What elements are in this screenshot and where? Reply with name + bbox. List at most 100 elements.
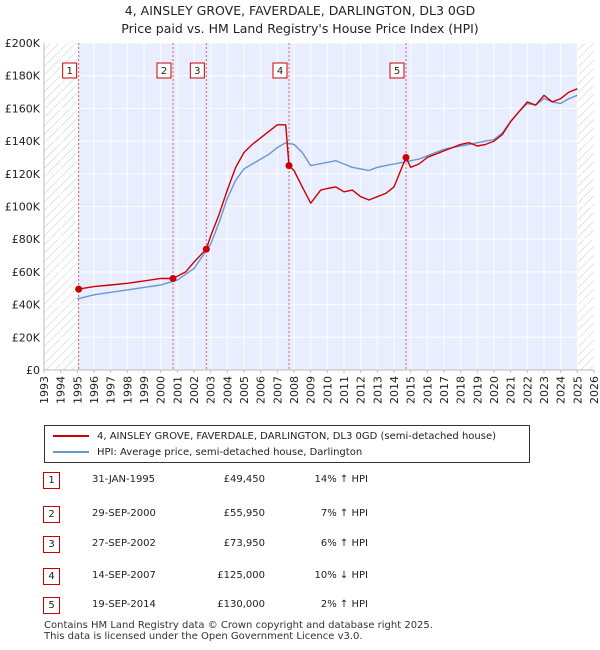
x-tick-label: 2003 [205, 376, 218, 404]
x-tick-label: 2005 [238, 376, 251, 404]
x-tick-label: 2010 [321, 376, 334, 404]
sale-hpi-diff: 2% ↑ HPI [320, 599, 368, 610]
sale-price: £125,000 [217, 570, 265, 581]
y-tick-label: £200K [5, 37, 41, 50]
sale-price: £73,950 [223, 538, 265, 549]
sale-marker [75, 285, 83, 293]
x-tick-label: 1999 [138, 376, 151, 404]
x-tick-label: 2012 [355, 376, 368, 404]
sale-marker [285, 162, 293, 170]
sale-label-box [189, 62, 205, 79]
y-tick-label: £0 [26, 364, 40, 377]
x-tick-label: 2018 [455, 376, 468, 404]
sale-label-text: 4 [277, 66, 283, 77]
sale-number-badge: 4 [43, 568, 60, 585]
y-tick-label: £40K [12, 299, 41, 312]
sale-label-box [272, 62, 288, 79]
y-tick-label: £180K [5, 70, 41, 83]
sale-label-box [389, 62, 405, 79]
x-tick-label: 2025 [571, 376, 584, 404]
series-line-property [78, 88, 578, 290]
x-tick-label: 2004 [221, 376, 234, 404]
sale-label-text: 1 [66, 66, 72, 77]
x-tick-label: 2020 [488, 376, 501, 404]
sale-date: 31-JAN-1995 [92, 474, 156, 485]
x-tick-label: 2017 [438, 376, 451, 404]
x-tick-label: 2000 [155, 376, 168, 404]
sale-marker [402, 153, 410, 161]
sale-row: 1 31-JAN-1995 £49,450 14% ↑ HPI [0, 470, 600, 490]
sale-hpi-diff: 14% ↑ HPI [314, 474, 368, 485]
sale-hpi-diff: 6% ↑ HPI [320, 538, 368, 549]
footer: Contains HM Land Registry data © Crown c… [44, 620, 433, 642]
sale-marker [169, 275, 177, 283]
sale-date: 27-SEP-2002 [92, 538, 156, 549]
sale-label-text: 3 [194, 66, 200, 77]
x-tick-label: 1995 [71, 376, 84, 404]
chart-series [77, 88, 578, 300]
chart-axes: £0 £20K £40K £60K £80K £100K £120K £140K £160K £1… [5, 37, 600, 404]
x-tick-label: 2024 [555, 376, 568, 404]
sale-label-text: 5 [394, 66, 400, 77]
x-tick-label: 2007 [271, 376, 284, 404]
x-tick-label: 2022 [521, 376, 534, 404]
legend-item-hpi: HPI: Average price, semi-detached house,… [53, 444, 362, 460]
sale-label-box [156, 62, 172, 79]
x-tick-label: 2009 [305, 376, 318, 404]
sale-number-badge: 3 [43, 536, 60, 553]
chart-title-line1: 4, AINSLEY GROVE, FAVERDALE, DARLINGTON,… [124, 3, 476, 18]
x-tick-label: 2006 [255, 376, 268, 404]
legend-swatch-hpi [53, 451, 89, 453]
sale-date: 14-SEP-2007 [92, 570, 156, 581]
legend-swatch-property [53, 435, 89, 437]
x-tick-label: 2026 [588, 376, 600, 404]
y-tick-label: £120K [5, 168, 41, 181]
legend-label-property: 4, AINSLEY GROVE, FAVERDALE, DARLINGTON,… [97, 430, 497, 442]
x-tick-label: 1993 [38, 376, 51, 404]
x-tick-label: 2008 [288, 376, 301, 404]
x-tick-label: 2021 [505, 376, 518, 404]
y-tick-label: £160K [5, 102, 41, 115]
sale-date: 29-SEP-2000 [92, 508, 156, 519]
x-tick-label: 2014 [388, 376, 401, 404]
sale-row: 4 14-SEP-2007 £125,000 10% ↓ HPI [0, 566, 600, 586]
sale-markers [75, 153, 410, 293]
footer-copyright: Contains HM Land Registry data © Crown c… [44, 620, 433, 631]
sale-row: 2 29-SEP-2000 £55,950 7% ↑ HPI [0, 504, 600, 524]
sale-label-text: 2 [161, 66, 167, 77]
chart-legend: 4, AINSLEY GROVE, FAVERDALE, DARLINGTON,… [44, 425, 530, 463]
y-tick-label: £60K [12, 266, 41, 279]
chart-title-line2: Price paid vs. HM Land Registry's House … [121, 21, 479, 36]
sale-vertical-lines [78, 43, 407, 370]
y-tick-label: £20K [12, 331, 41, 344]
sale-labels: 1 2 3 4 5 [62, 62, 405, 79]
sale-price: £130,000 [217, 599, 265, 610]
y-tick-label: £80K [12, 233, 41, 246]
x-tick-label: 2016 [421, 376, 434, 404]
sale-number-badge: 5 [43, 597, 60, 614]
y-tick-label: £100K [5, 201, 41, 214]
y-tick-label: £140K [5, 135, 41, 148]
x-tick-label: 2023 [538, 376, 551, 404]
sale-number-badge: 2 [43, 506, 60, 523]
sale-hpi-diff: 7% ↑ HPI [320, 508, 368, 519]
x-tick-label: 2013 [371, 376, 384, 404]
x-tick-label: 1994 [55, 376, 68, 404]
sale-hpi-diff: 10% ↓ HPI [314, 570, 368, 581]
x-tick-label: 2001 [171, 376, 184, 404]
x-tick-label: 1998 [121, 376, 134, 404]
sale-marker [202, 245, 210, 253]
sale-row: 5 19-SEP-2014 £130,000 2% ↑ HPI [0, 595, 600, 615]
x-tick-label: 2011 [338, 376, 351, 404]
legend-item-property: 4, AINSLEY GROVE, FAVERDALE, DARLINGTON,… [53, 428, 496, 444]
sale-label-box [62, 62, 78, 79]
legend-label-hpi: HPI: Average price, semi-detached house,… [97, 446, 363, 458]
footer-license: This data is licensed under the Open Gov… [44, 631, 363, 642]
x-tick-label: 2019 [471, 376, 484, 404]
chart-title: 4, AINSLEY GROVE, FAVERDALE, DARLINGTON,… [0, 2, 600, 38]
sale-row: 3 27-SEP-2002 £73,950 6% ↑ HPI [0, 534, 600, 554]
sale-number-badge: 1 [43, 472, 60, 489]
x-tick-label: 1996 [88, 376, 101, 404]
sale-price: £55,950 [223, 508, 265, 519]
